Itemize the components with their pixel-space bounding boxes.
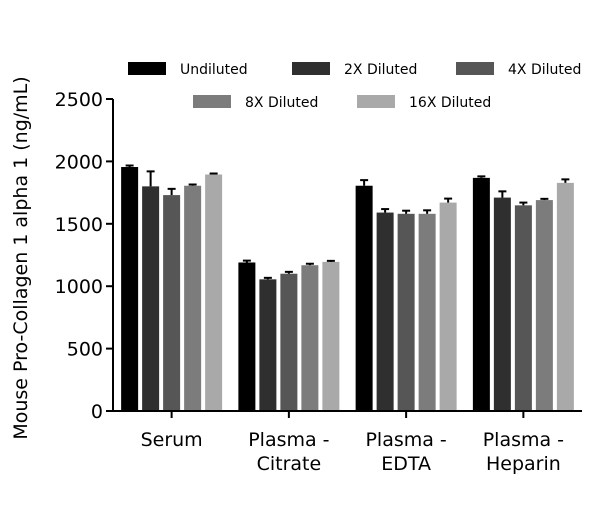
x-category-label: Serum xyxy=(141,429,203,451)
bar xyxy=(238,262,256,411)
legend-swatch xyxy=(357,95,395,108)
bar xyxy=(472,177,490,411)
legend-swatch xyxy=(292,62,330,75)
y-axis-title: Mouse Pro-Collagen 1 alpha 1 (ng/mL) xyxy=(10,76,32,439)
x-category-label: EDTA xyxy=(381,453,431,475)
legend-swatch xyxy=(456,62,494,75)
bar xyxy=(280,273,298,411)
bar xyxy=(205,174,223,411)
legend-label: 16X Diluted xyxy=(409,95,491,111)
bar xyxy=(376,212,394,411)
bar xyxy=(355,185,373,411)
y-tick-label: 500 xyxy=(67,339,103,361)
legend-swatch xyxy=(128,62,166,75)
legend-label: 2X Diluted xyxy=(344,62,417,78)
bar xyxy=(121,167,139,411)
x-category-label: Plasma - xyxy=(248,429,329,451)
bar xyxy=(322,261,340,411)
legend: Undiluted 2X Diluted 4X Diluted 8X Diluted 1… xyxy=(128,62,581,111)
bar xyxy=(556,182,574,411)
x-category-label: Plasma - xyxy=(365,429,446,451)
bar xyxy=(163,195,181,411)
bar xyxy=(301,265,319,411)
bars xyxy=(121,167,574,411)
x-category-label: Plasma - xyxy=(483,429,564,451)
y-axis: 0 500 1000 1500 2000 2500 xyxy=(55,89,114,423)
legend-label: 4X Diluted xyxy=(508,62,581,78)
bar xyxy=(418,213,436,411)
y-tick-label: 0 xyxy=(91,401,103,423)
legend-label: Undiluted xyxy=(180,62,248,78)
y-tick-label: 2500 xyxy=(55,89,103,111)
bar xyxy=(184,185,202,411)
x-category-label: Heparin xyxy=(486,453,561,475)
y-tick-label: 1000 xyxy=(55,276,103,298)
bar xyxy=(397,213,415,411)
bar xyxy=(142,186,160,411)
legend-label: 8X Diluted xyxy=(245,95,318,111)
bar xyxy=(493,197,511,411)
bar xyxy=(535,200,553,411)
y-tick-label: 2000 xyxy=(55,151,103,173)
y-tick-label: 1500 xyxy=(55,214,103,236)
error-bars xyxy=(125,164,570,280)
bar xyxy=(439,202,457,411)
x-category-label: Citrate xyxy=(257,453,322,475)
bar xyxy=(259,279,277,411)
legend-swatch xyxy=(193,95,231,108)
bar xyxy=(514,205,532,411)
